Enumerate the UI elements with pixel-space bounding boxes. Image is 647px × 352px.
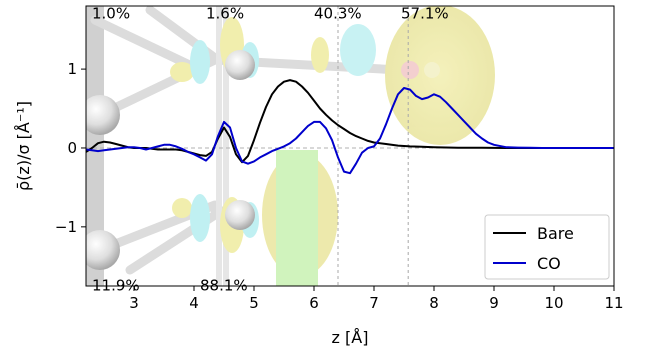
percentage-label: 1.0%	[92, 4, 130, 22]
x-tick: 6	[309, 286, 319, 312]
legend-label-bare: Bare	[537, 224, 574, 243]
percentage-label: 40.3%	[314, 4, 362, 22]
x-tick: 7	[369, 286, 379, 312]
y-tick: −1	[55, 218, 86, 236]
x-tick: 11	[604, 286, 624, 312]
x-tick-label: 6	[309, 294, 319, 312]
series-line-co	[86, 87, 614, 175]
y-tick-label: −1	[55, 218, 77, 236]
legend-label-co: CO	[537, 254, 561, 273]
x-tick-label: 3	[129, 294, 139, 312]
y-tick: 1	[67, 60, 86, 78]
plot-frame	[85, 5, 615, 287]
x-tick: 4	[189, 286, 199, 312]
series-line-bare	[86, 79, 614, 164]
series-layer	[86, 79, 614, 175]
percentage-label: 1.6%	[206, 4, 244, 22]
percentage-label: 11.9%	[92, 276, 140, 294]
x-tick-label: 7	[369, 294, 379, 312]
legend: Bare CO	[484, 214, 610, 280]
x-tick: 9	[489, 286, 499, 312]
x-tick: 8	[429, 286, 439, 312]
x-tick: 5	[249, 286, 259, 312]
y-axis-label: ρ̄(z)/σ [Å⁻¹]	[14, 101, 33, 191]
x-tick: 3	[129, 286, 139, 312]
x-tick-label: 8	[429, 294, 439, 312]
percentage-annotations: 1.0% 1.6% 40.3% 57.1% 11.9% 88.1%	[92, 4, 449, 294]
x-axis-label: z [Å]	[332, 328, 369, 347]
percentage-label: 88.1%	[200, 276, 248, 294]
x-tick: 10	[544, 286, 564, 312]
y-tick-label: 1	[67, 60, 77, 78]
x-tick-label: 10	[544, 294, 563, 312]
y-axis-ticks: −1 0 1	[55, 60, 86, 236]
x-tick-label: 11	[604, 294, 623, 312]
percentage-label: 57.1%	[401, 4, 449, 22]
molecular-structure-background	[86, 6, 495, 286]
y-tick-label: 0	[67, 139, 77, 157]
x-tick-label: 9	[489, 294, 499, 312]
x-axis-ticks: 3 4 5 6 7 8 9 10 11	[129, 286, 624, 312]
x-tick-label: 4	[189, 294, 199, 312]
y-tick: 0	[67, 139, 86, 157]
x-tick-label: 5	[249, 294, 259, 312]
